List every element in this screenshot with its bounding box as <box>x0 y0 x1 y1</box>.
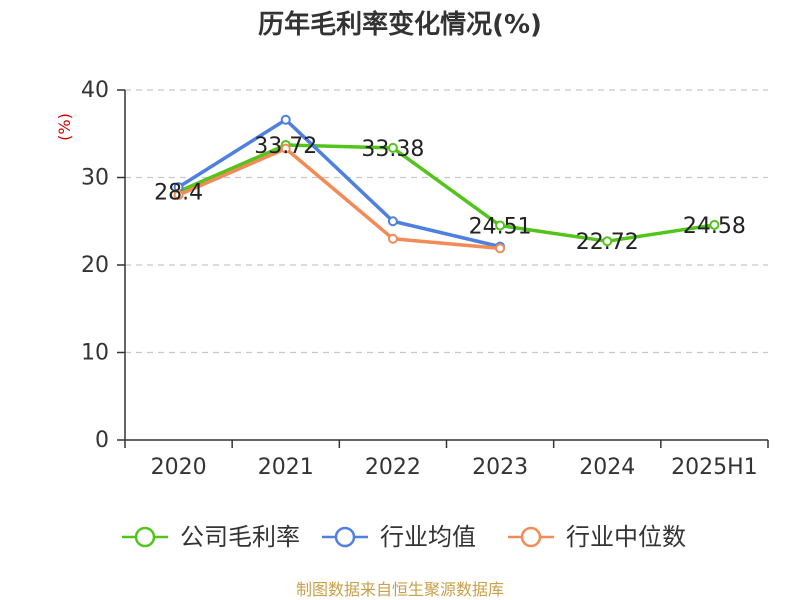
legend-label: 行业均值 <box>380 523 476 551</box>
chart-title: 历年毛利率变化情况(%) <box>258 9 542 40</box>
data-point <box>495 220 506 231</box>
y-tick-labels: 0 10 20 30 40 <box>81 78 109 453</box>
data-point <box>387 142 398 153</box>
series-line <box>177 143 715 243</box>
series-2 <box>173 114 506 252</box>
source-note: 制图数据来自恒生聚源数据库 <box>296 580 504 599</box>
legend-label: 行业中位数 <box>566 523 686 551</box>
series-line <box>177 146 501 251</box>
legend-item-1: 公司毛利率 <box>122 523 300 551</box>
data-label: 24.51 <box>469 215 532 240</box>
data-labels: 28.4 33.72 33.38 24.51 22.72 24.58 <box>154 134 746 255</box>
series-lines <box>173 114 720 254</box>
data-point <box>280 114 291 125</box>
y-tick-label: 40 <box>81 78 109 103</box>
legend-item-2: 行业均值 <box>322 523 476 551</box>
x-tick-label: 2025H1 <box>671 455 758 480</box>
x-tick-label: 2024 <box>579 455 635 480</box>
y-tick-label: 30 <box>81 166 109 191</box>
x-tick-label: 2022 <box>365 455 421 480</box>
data-label: 22.72 <box>576 230 639 255</box>
legend-marker <box>134 526 156 548</box>
y-tick-label: 0 <box>95 428 109 453</box>
legend-item-3: 行业中位数 <box>508 523 686 551</box>
data-label: 33.72 <box>254 134 317 159</box>
data-point <box>387 216 398 227</box>
legend: 公司毛利率 行业均值 行业中位数 <box>122 523 686 551</box>
data-point <box>602 236 613 247</box>
data-label: 33.38 <box>361 137 424 162</box>
y-tick-label: 20 <box>81 253 109 278</box>
axes <box>117 89 769 448</box>
legend-marker <box>520 526 542 548</box>
x-tick-label: 2020 <box>151 455 207 480</box>
x-tick-label: 2023 <box>472 455 528 480</box>
data-point <box>495 243 506 254</box>
series-3 <box>173 143 506 254</box>
data-point <box>280 143 291 154</box>
data-label: 28.4 <box>154 181 203 206</box>
x-tick-label: 2021 <box>258 455 314 480</box>
data-point <box>387 233 398 244</box>
grid-lines <box>125 89 768 354</box>
x-tick-labels: 2020 2021 2022 2023 2024 2025H1 <box>151 455 758 480</box>
data-label: 24.58 <box>683 214 746 239</box>
legend-label: 公司毛利率 <box>180 523 300 551</box>
y-axis-unit: (%) <box>55 113 74 141</box>
y-tick-label: 10 <box>81 341 109 366</box>
data-point <box>173 190 184 200</box>
legend-marker <box>334 526 356 548</box>
data-point <box>709 219 720 230</box>
series-line <box>177 118 501 249</box>
